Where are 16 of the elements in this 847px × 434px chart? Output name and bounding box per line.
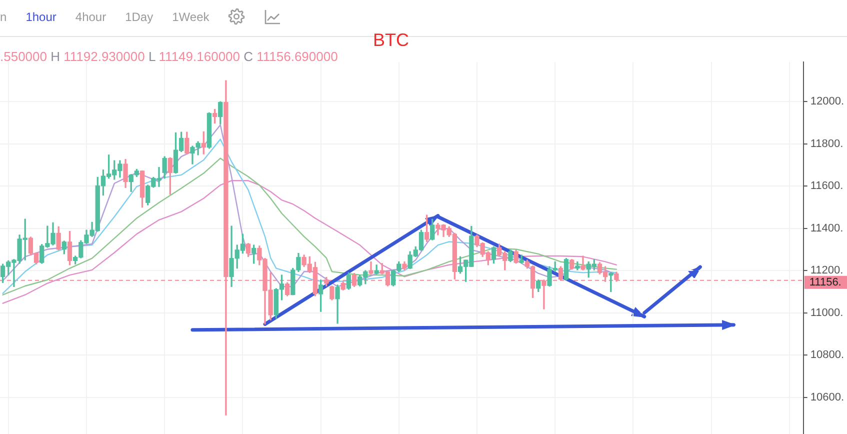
text: 1Day (125, 8, 154, 24)
y-tick-label: 11200. (810, 264, 844, 277)
y-tick-label: 11800. (810, 138, 844, 150)
y-tick-label: 11600. (810, 180, 844, 192)
chart-title: BTC (373, 30, 409, 50)
y-tick-label: 12000. (810, 96, 844, 108)
y-tick-label: 11000. (810, 306, 844, 319)
chart-subtitle: .550000 H 11192.930000 L 11149.160000 C 11156.690000 (0, 49, 338, 64)
text: 1hour (26, 8, 56, 24)
text: 4hour (75, 8, 106, 24)
y-tick-label: 11400. (810, 222, 844, 234)
y-tick-label: 10800. (810, 349, 844, 362)
text: 1Week (172, 8, 210, 24)
text: n (0, 8, 7, 24)
y-tick-label: 10600. (810, 391, 844, 404)
ref-line-label: 11156. (809, 276, 842, 288)
